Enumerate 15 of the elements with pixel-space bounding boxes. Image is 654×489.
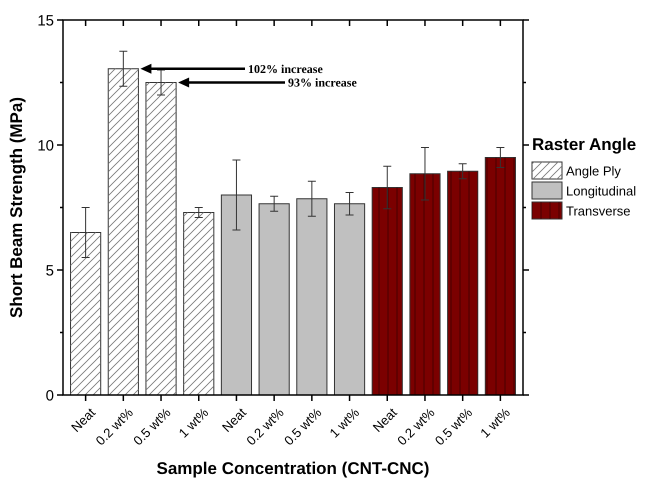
x-tick-label: 1 wt% — [477, 404, 514, 441]
y-tick-label: 5 — [46, 262, 54, 280]
legend-label: Angle Ply — [566, 164, 622, 179]
x-tick-label: 1 wt% — [176, 404, 212, 441]
y-tick-label: 0 — [46, 387, 54, 404]
legend-label: Transverse — [566, 204, 631, 219]
y-axis-title: Short Beam Strength (MPa) — [7, 96, 26, 318]
annotation: 102% increase — [248, 62, 324, 76]
x-tick-label: 1 wt% — [326, 404, 362, 441]
y-tick-label: 15 — [37, 12, 54, 30]
legend-title: Raster Angle — [532, 135, 636, 154]
legend-label: Longitudinal — [566, 184, 636, 199]
y-tick-label: 10 — [37, 137, 54, 154]
x-axis-title: Sample Concentration (CNT-CNC) — [156, 459, 430, 478]
annotation: 93% increase — [288, 76, 358, 90]
